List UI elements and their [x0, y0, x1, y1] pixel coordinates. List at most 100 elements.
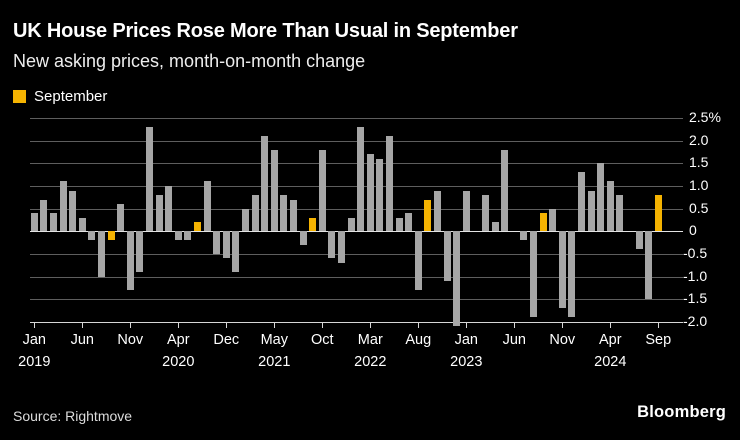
source-label: Source: Rightmove [13, 408, 133, 424]
bar [616, 195, 624, 232]
x-tick [466, 322, 468, 328]
x-tick [82, 322, 84, 328]
gridline [30, 140, 683, 142]
bar [453, 231, 461, 327]
x-tick [418, 322, 420, 328]
legend-swatch-september [13, 90, 26, 103]
x-tick [274, 322, 276, 328]
gridline [30, 185, 683, 187]
bar [299, 231, 307, 245]
bar [520, 231, 528, 241]
gridline [30, 117, 683, 119]
gridline [30, 208, 683, 210]
x-tick-label: Sep [645, 332, 672, 348]
legend: September [13, 88, 107, 105]
bar-september [539, 213, 547, 232]
y-axis-label: 1.5 [689, 154, 709, 171]
bar [270, 149, 278, 232]
bar [290, 199, 297, 232]
chart-title: UK House Prices Rose More Than Usual in … [13, 20, 518, 42]
bar [549, 208, 557, 232]
bar [69, 190, 77, 232]
bar [184, 231, 192, 241]
bar [405, 213, 413, 232]
bar [30, 213, 38, 232]
bar [414, 231, 422, 291]
x-tick [322, 322, 324, 328]
gridline [30, 253, 683, 255]
bar [443, 231, 451, 282]
x-tick [610, 322, 612, 328]
bar [568, 231, 576, 318]
bar [155, 195, 163, 232]
x-tick-year: 2021 [258, 354, 291, 370]
bar [462, 190, 470, 232]
bar [251, 195, 259, 232]
bar [645, 231, 653, 300]
chart-subtitle: New asking prices, month-on-month change [13, 51, 366, 71]
x-tick [226, 322, 228, 328]
bar [578, 172, 585, 232]
bar [242, 208, 249, 232]
x-axis-line [30, 321, 683, 323]
gridline [30, 299, 683, 301]
bar [203, 181, 211, 232]
x-tick-label: Dec [213, 332, 240, 348]
x-tick-label: Jun [70, 332, 94, 348]
y-axis-label: 1.0 [689, 176, 709, 193]
bar-september [194, 222, 201, 232]
x-tick-label: Nov [117, 332, 144, 348]
bar [78, 217, 86, 232]
x-tick [658, 322, 660, 328]
x-tick-label: Nov [549, 332, 576, 348]
x-tick-year: 2019 [18, 354, 51, 370]
bar [232, 231, 240, 273]
bar [126, 231, 134, 291]
bar [40, 199, 48, 232]
y-axis-label: 2.5% [689, 108, 721, 125]
y-axis-label: 0 [689, 222, 697, 239]
x-tick [178, 322, 180, 328]
plot-area [30, 117, 683, 327]
x-tick-label: Jan [454, 332, 478, 348]
bar [59, 181, 67, 232]
bar [366, 154, 374, 232]
x-tick-year: 2022 [354, 354, 387, 370]
y-axis-label: -1.0 [683, 267, 708, 284]
x-tick-year: 2024 [594, 354, 627, 370]
x-tick-label: Apr [167, 332, 190, 348]
x-tick [562, 322, 564, 328]
x-tick-label: Oct [311, 332, 334, 348]
x-tick-label: Apr [599, 332, 622, 348]
bar [117, 204, 125, 232]
y-axis-label: -1.5 [683, 290, 708, 307]
bar [530, 231, 537, 318]
bar [318, 149, 326, 232]
bar [146, 127, 153, 232]
bar [50, 213, 57, 232]
bar-september [309, 217, 317, 232]
bar [587, 190, 595, 232]
x-tick-year: 2023 [450, 354, 483, 370]
zero-line [30, 231, 683, 233]
bloomberg-logo: Bloomberg [637, 403, 726, 421]
bar-september [424, 199, 432, 232]
bar [174, 231, 182, 241]
bar [395, 217, 403, 232]
bar [165, 185, 173, 232]
bar [98, 231, 105, 277]
bar-september [654, 195, 662, 232]
x-tick [130, 322, 132, 328]
gridline [30, 163, 683, 165]
bar [491, 222, 499, 232]
bar [386, 136, 393, 232]
bar [88, 231, 96, 241]
bar [347, 217, 355, 232]
bar [136, 231, 144, 273]
x-tick-label: May [260, 332, 288, 348]
x-tick-label: Aug [405, 332, 432, 348]
bar-september [107, 231, 115, 241]
y-axis-label: -2.0 [683, 312, 708, 329]
bar [501, 149, 509, 232]
